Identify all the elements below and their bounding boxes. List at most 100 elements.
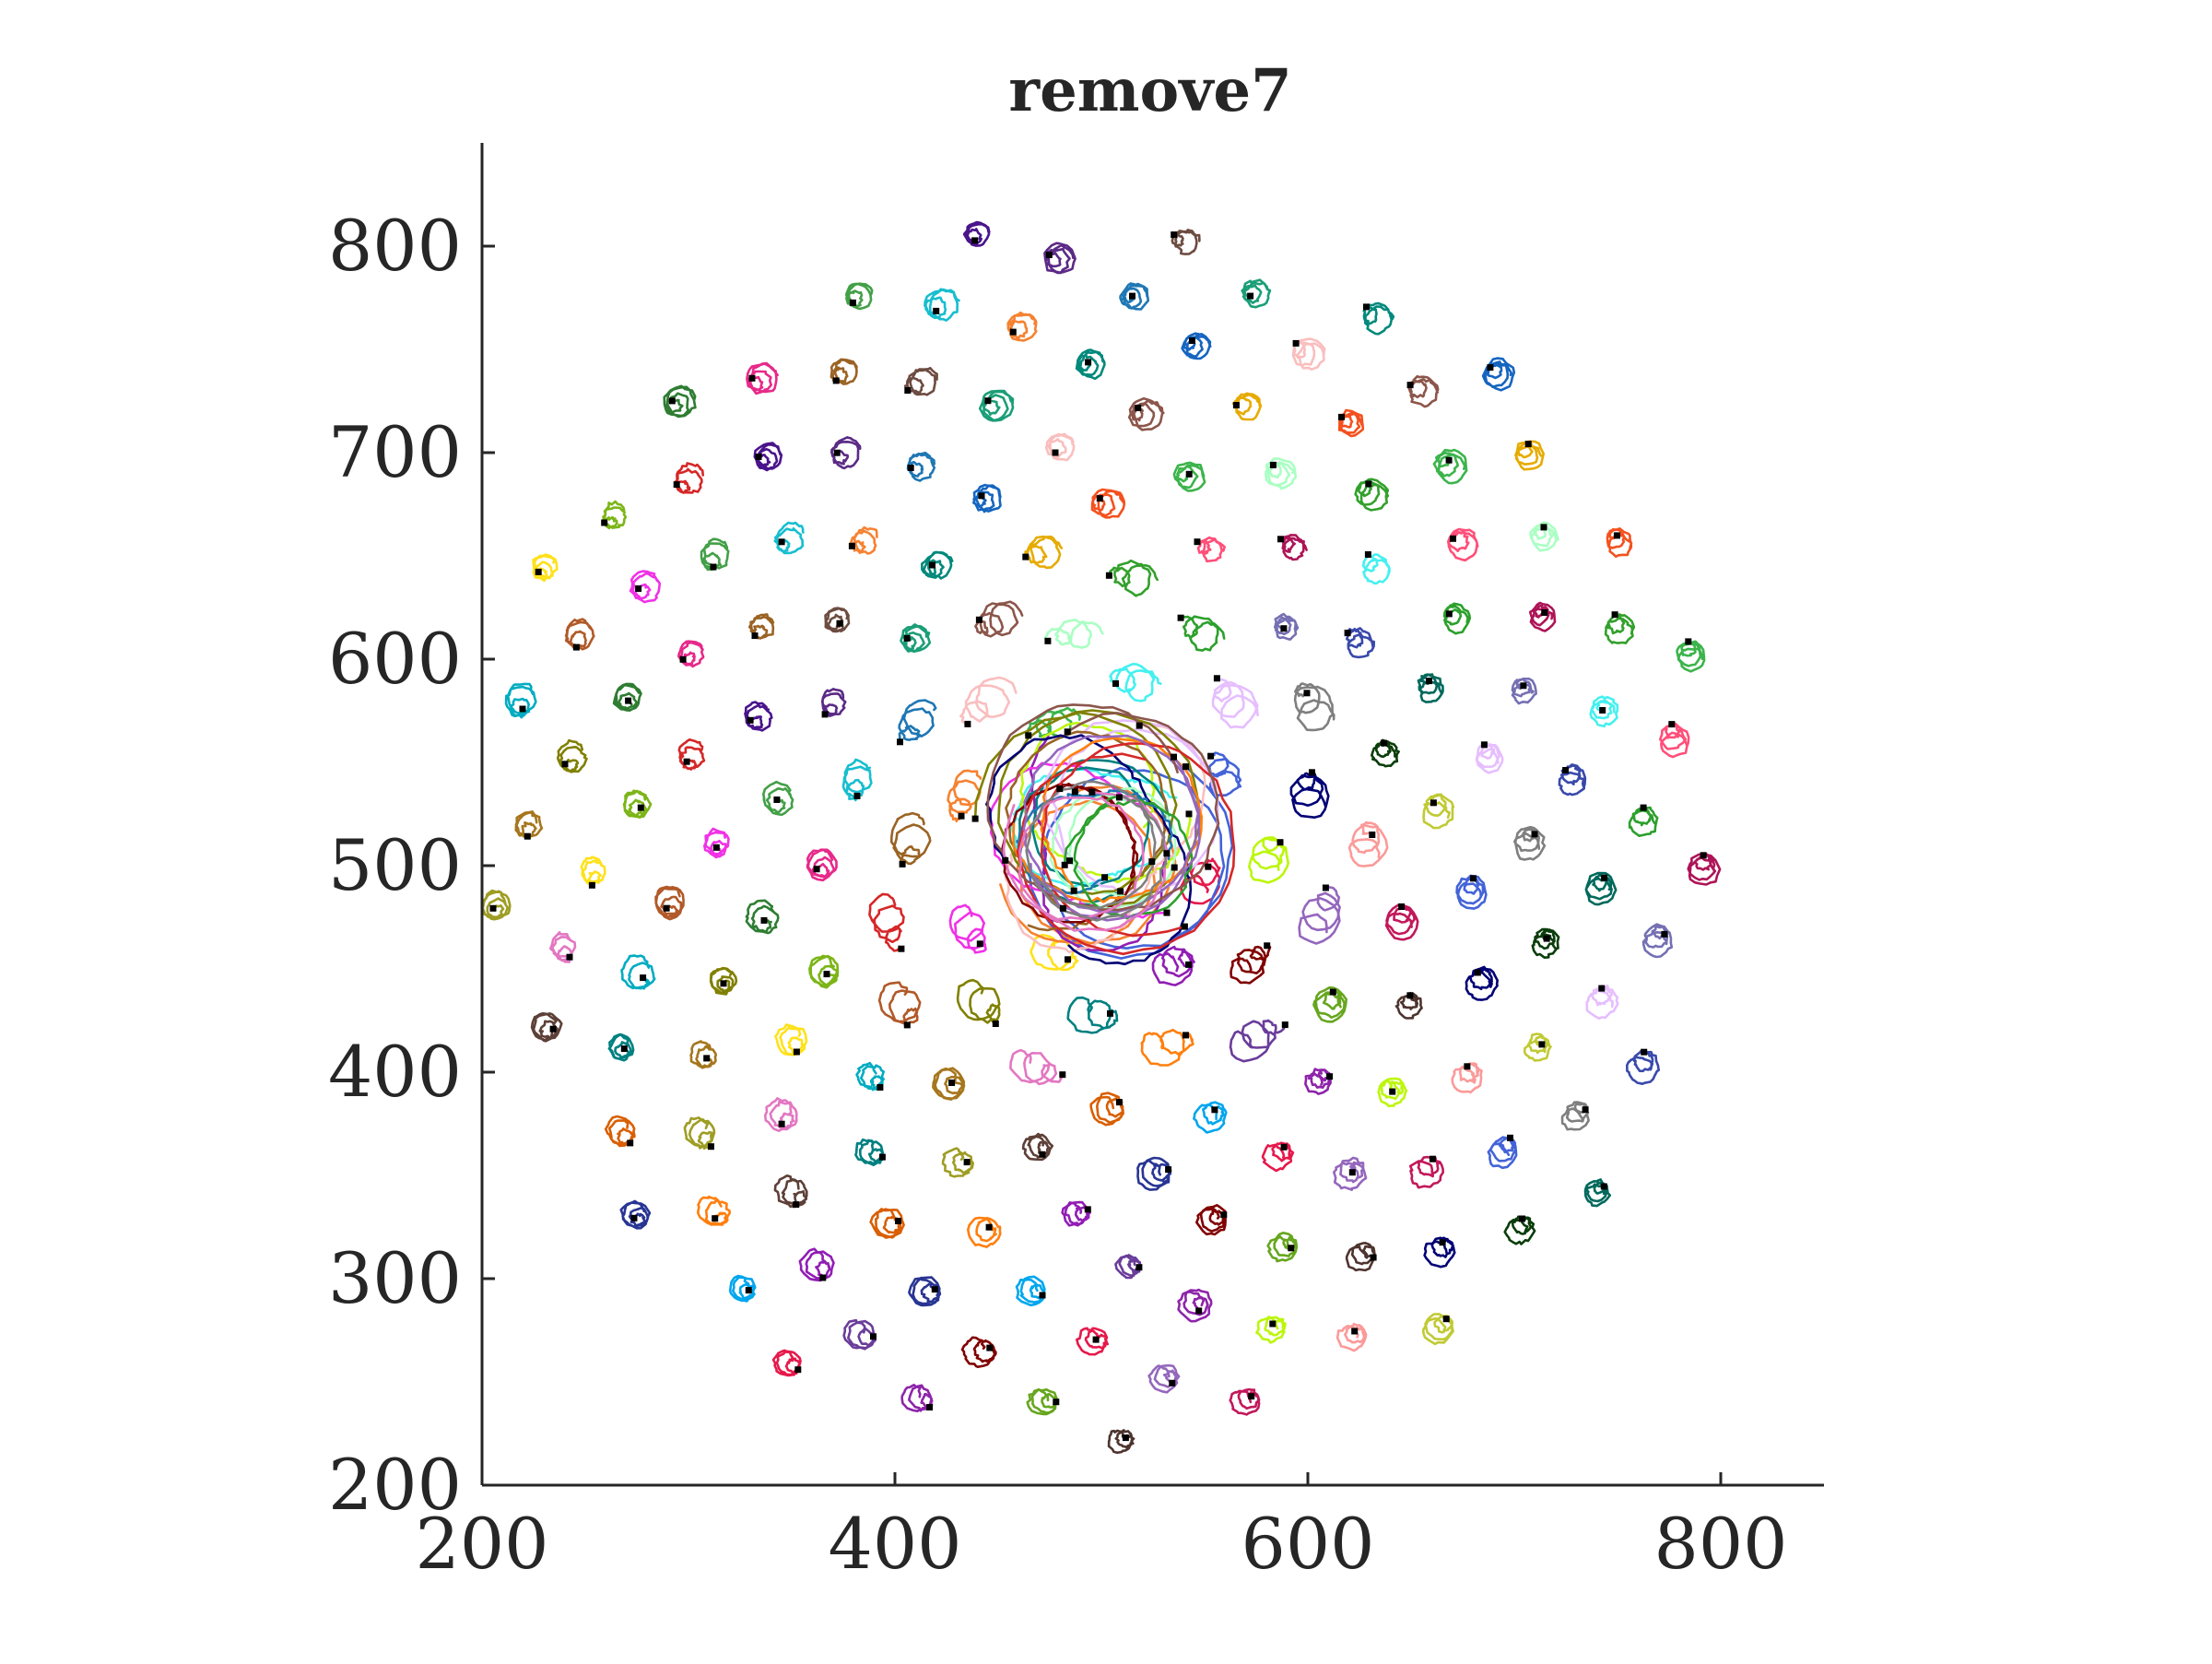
trajectory-endpoint-marker	[1442, 1316, 1450, 1323]
trajectory-endpoint-marker	[903, 634, 911, 642]
trajectory-line	[967, 1216, 1002, 1248]
trajectory-endpoint-marker	[1351, 1328, 1359, 1335]
core-trajectory-line	[1063, 794, 1194, 920]
trajectory-endpoint-marker	[1281, 1021, 1288, 1029]
trajectory-endpoint-marker	[1264, 942, 1271, 950]
trajectory-endpoint-marker	[931, 1286, 938, 1293]
trajectory-line	[948, 903, 987, 954]
trajectory-endpoint-marker	[1101, 874, 1109, 881]
trajectory-endpoint-marker	[897, 738, 903, 746]
trajectory-endpoint-marker	[1071, 788, 1078, 796]
trajectory-line	[868, 892, 905, 952]
trajectory-endpoint-marker	[1163, 850, 1171, 857]
trajectory-line	[1451, 1062, 1483, 1094]
trajectory-endpoint-marker	[549, 1025, 557, 1033]
trajectory-endpoint-marker	[1117, 888, 1124, 895]
trajectory-line	[1114, 1254, 1143, 1280]
trajectory-endpoint-marker	[640, 974, 647, 982]
trajectory-line	[1687, 852, 1722, 886]
trajectory-endpoint-marker	[1044, 637, 1052, 644]
trajectory-endpoint-marker	[958, 812, 965, 820]
trajectory-endpoint-marker	[760, 916, 768, 924]
trajectory-line	[1514, 440, 1545, 471]
trajectory-line	[1015, 1275, 1046, 1307]
x-tick-label: 400	[828, 1503, 961, 1585]
trajectory-endpoint-marker	[720, 980, 727, 987]
trajectory-line	[1021, 1132, 1054, 1162]
trajectory-line	[1248, 836, 1289, 884]
trajectory-endpoint-marker	[625, 697, 632, 704]
trajectory-line	[1354, 478, 1390, 512]
trajectory-endpoint-marker	[1601, 874, 1608, 881]
trajectory-line	[556, 738, 588, 773]
trajectory-endpoint-marker	[1053, 1398, 1060, 1406]
trajectory-line	[1229, 1019, 1287, 1063]
trajectory-endpoint-marker	[1248, 1393, 1255, 1400]
trajectory-line	[1230, 944, 1272, 985]
trajectory-endpoint-marker	[1613, 532, 1620, 539]
trajectory-endpoint-marker	[673, 481, 680, 489]
trajectory-line	[806, 848, 838, 882]
trajectory-endpoint-marker	[986, 1344, 994, 1351]
trajectory-line	[1511, 677, 1537, 705]
trajectory-endpoint-marker	[1269, 461, 1277, 468]
trajectory-line	[1442, 602, 1472, 635]
trajectory-endpoint-marker	[1115, 794, 1123, 801]
y-tick-label: 400	[328, 1031, 462, 1113]
trajectory-endpoint-marker	[747, 716, 754, 724]
trajectory-endpoint-marker	[1700, 852, 1707, 859]
trajectory-endpoint-marker	[1430, 799, 1437, 807]
trajectory-endpoint-marker	[663, 904, 670, 912]
trajectory-endpoint-marker	[1641, 1048, 1648, 1056]
trajectory-endpoint-marker	[984, 397, 992, 405]
endpoint-marker-layer	[489, 231, 1707, 1442]
trajectory-line	[830, 358, 858, 385]
trajectory-endpoint-marker	[1598, 985, 1606, 992]
trajectory-endpoint-marker	[1329, 988, 1336, 996]
x-tick-label: 800	[1653, 1503, 1787, 1585]
trajectory-line	[654, 885, 685, 921]
trajectory-endpoint-marker	[899, 860, 906, 867]
trajectory-endpoint-marker	[1426, 678, 1432, 685]
trajectory-endpoint-marker	[710, 563, 717, 571]
trajectory-line	[677, 738, 706, 771]
trajectory-line	[481, 889, 512, 921]
trajectory-line	[549, 931, 577, 963]
trajectory-line	[700, 537, 730, 572]
trajectory-line	[663, 384, 697, 419]
trajectory-endpoint-marker	[1177, 614, 1184, 621]
trajectory-line	[844, 282, 874, 311]
trajectory-line	[1523, 1033, 1552, 1062]
trajectory-endpoint-marker	[849, 299, 856, 306]
trajectory-endpoint-marker	[1370, 1254, 1377, 1261]
trajectory-endpoint-marker	[751, 632, 759, 640]
trajectory-endpoint-marker	[1470, 875, 1477, 882]
core-trajectory-line	[1025, 780, 1168, 922]
trajectory-endpoint-marker	[1232, 402, 1240, 408]
trajectory-line	[1394, 991, 1423, 1020]
trajectory-line	[841, 758, 873, 802]
trajectory-endpoint-marker	[794, 1366, 802, 1374]
trajectory-endpoint-marker	[1059, 1071, 1066, 1079]
trajectory-line	[1304, 1068, 1332, 1095]
trajectory-endpoint-marker	[1022, 553, 1030, 561]
trajectory-line	[1119, 282, 1150, 311]
trajectory-endpoint-marker	[630, 1214, 638, 1221]
trajectory-endpoint-marker	[620, 1045, 628, 1053]
trajectory-endpoint-marker	[1105, 572, 1112, 579]
trajectory-line	[514, 810, 544, 838]
trajectory-line	[869, 1208, 905, 1239]
trajectory-line	[1371, 738, 1400, 768]
trajectory-line	[1455, 874, 1488, 910]
trajectory-line	[1231, 392, 1263, 421]
trajectory-endpoint-marker	[1406, 382, 1414, 389]
trajectory-endpoint-marker	[1540, 524, 1547, 531]
trajectory-endpoint-marker	[1185, 810, 1193, 818]
trajectory-endpoint-marker	[978, 492, 985, 500]
trajectory-endpoint-marker	[878, 1153, 886, 1161]
trajectory-line	[747, 613, 775, 640]
trajectory-line	[932, 1067, 966, 1101]
trajectory-line	[962, 220, 991, 247]
trajectory-endpoint-marker	[627, 1139, 634, 1147]
trajectory-line	[972, 483, 1002, 513]
